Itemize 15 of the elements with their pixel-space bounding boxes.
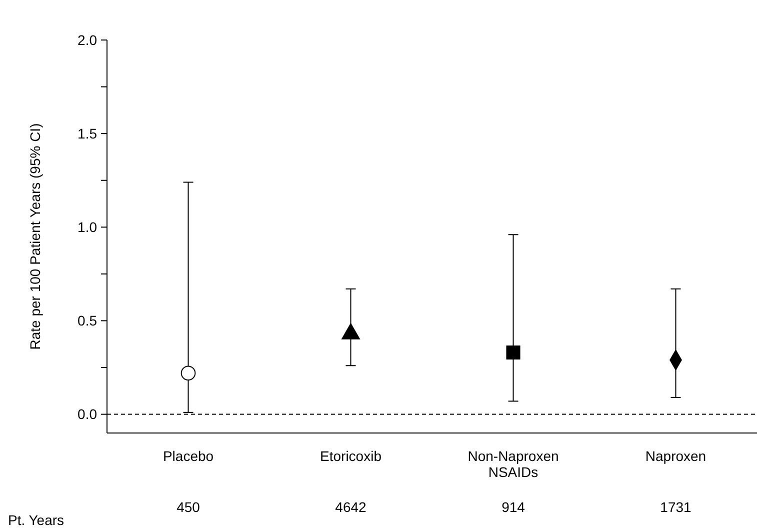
text: 914 xyxy=(502,499,526,515)
x-tick-label: Etoricoxib xyxy=(320,448,382,464)
x-tick-label: Non-Naproxen NSAIDs xyxy=(468,448,559,480)
y-tick-label: 0.5 xyxy=(78,312,98,329)
y-tick-label: 1.0 xyxy=(78,219,98,236)
y-tick-label: 1.5 xyxy=(78,125,98,142)
text: 450 xyxy=(176,499,200,515)
y-tick-label: 0.0 xyxy=(78,406,98,422)
x-tick-label: Placebo xyxy=(162,448,214,464)
x-tick-label: Naproxen xyxy=(645,448,706,464)
text: 4642 xyxy=(335,499,367,515)
y-axis-title: Rate per 100 Patient Years (95% CI) xyxy=(27,123,43,350)
text: Pt. Years xyxy=(8,512,64,528)
y-tick-label: 2.0 xyxy=(78,32,98,48)
text: 1731 xyxy=(660,499,692,515)
